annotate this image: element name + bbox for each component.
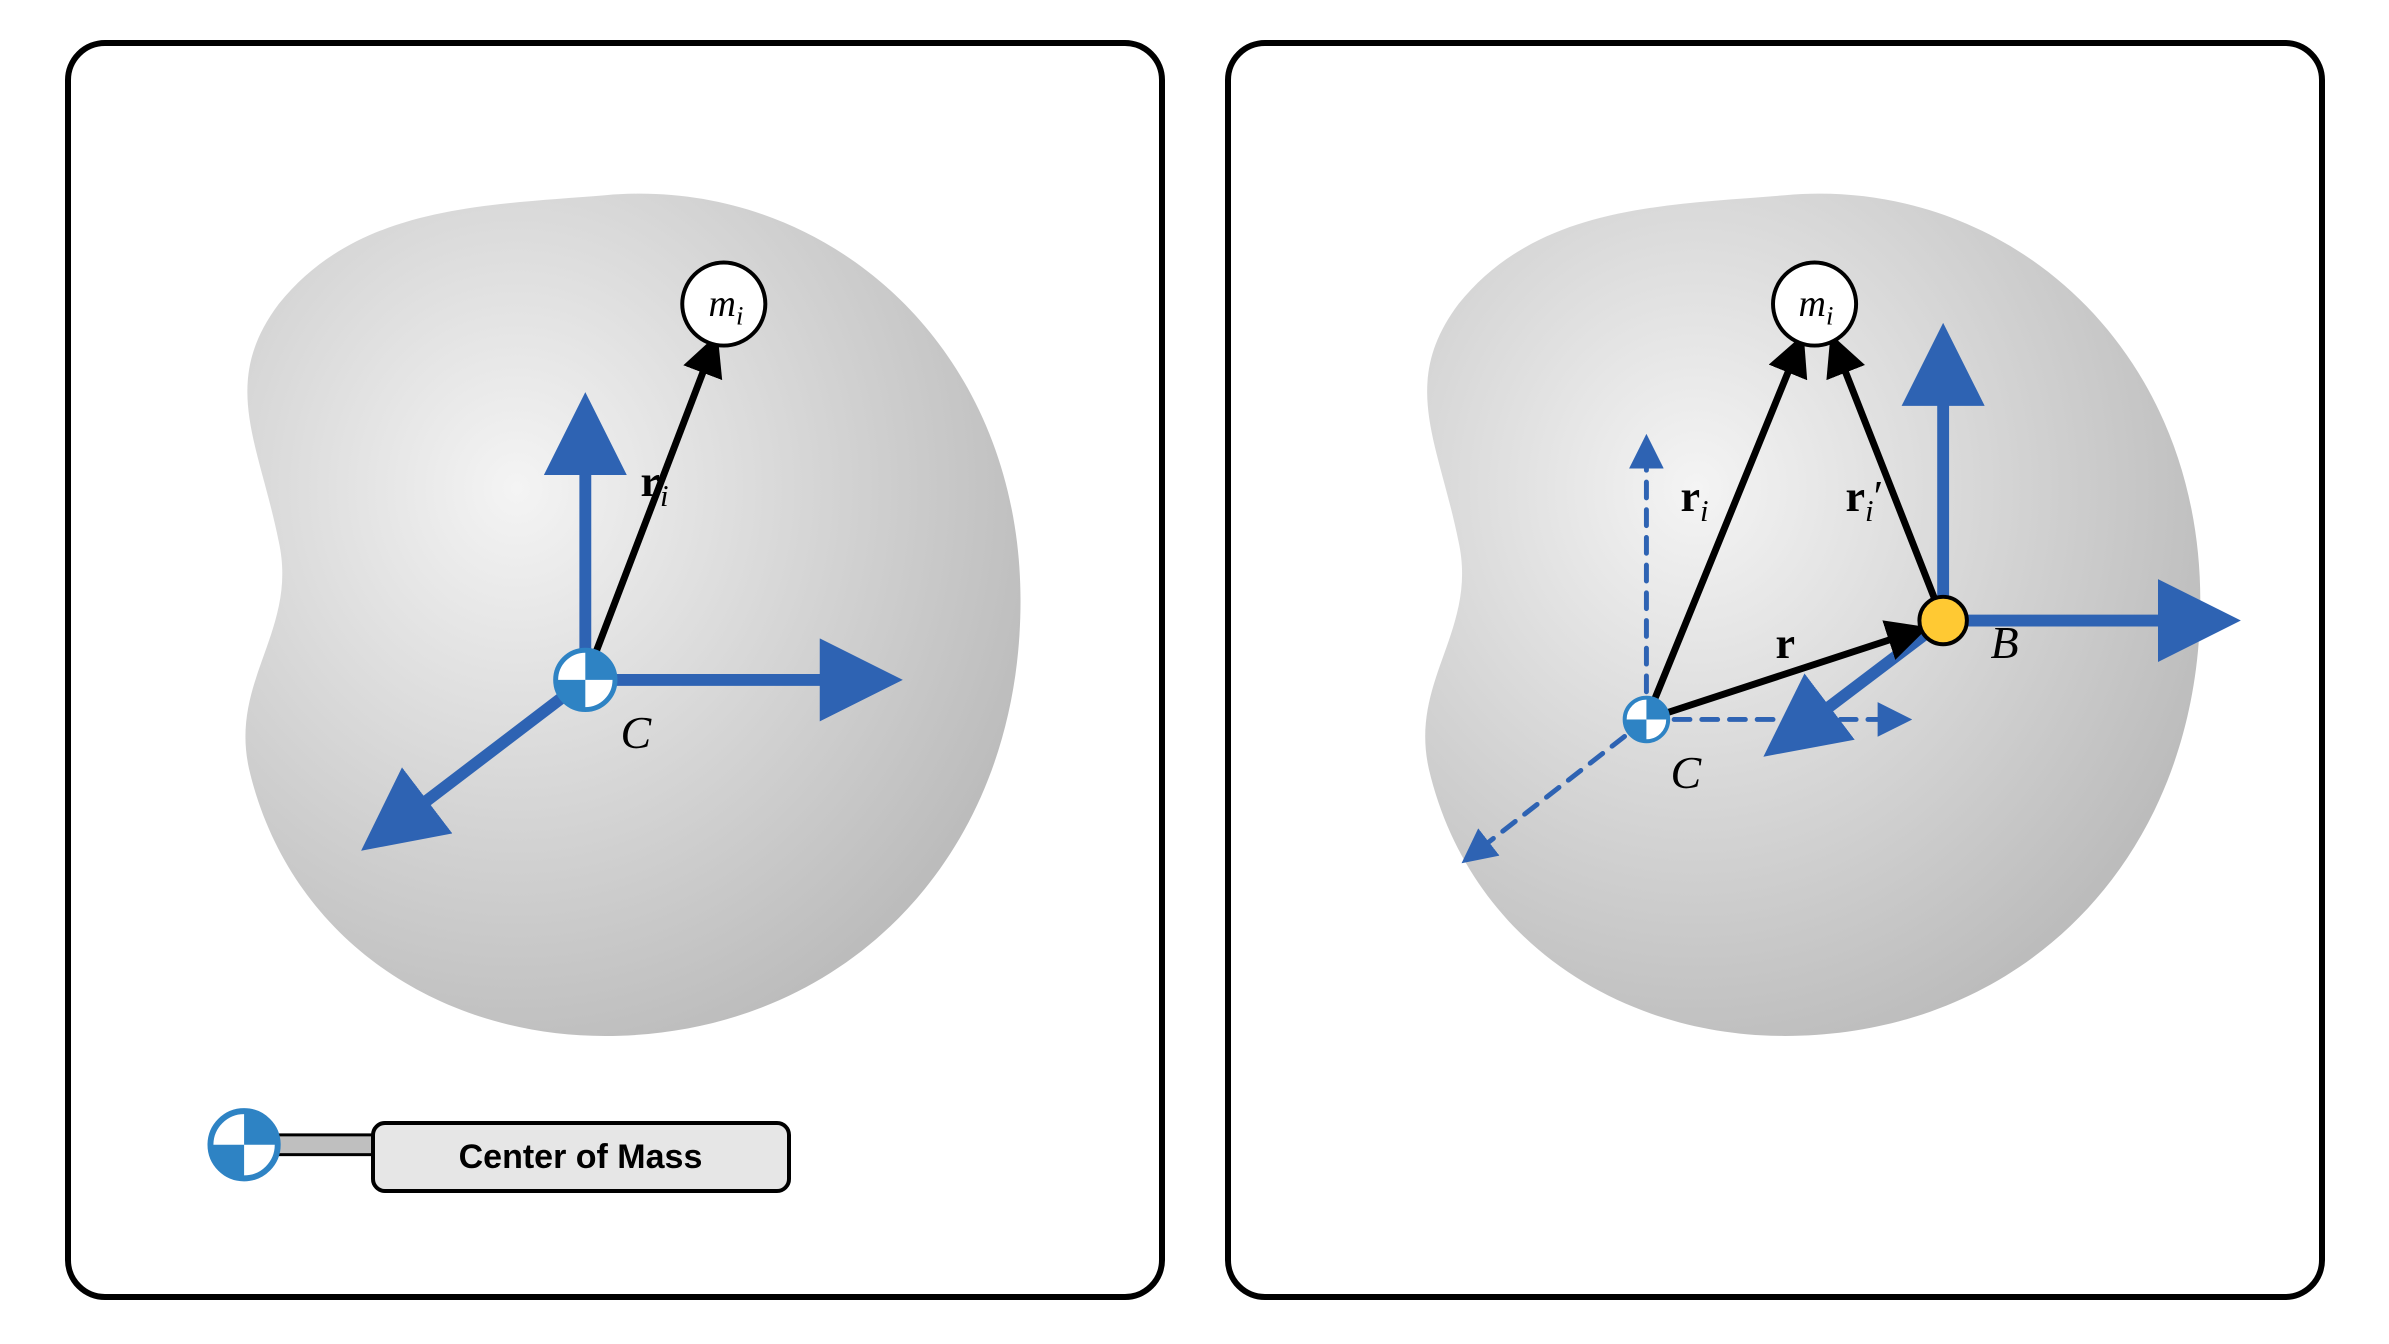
label-ri-prime: ri′	[1846, 471, 1884, 529]
label-C-right: C	[1671, 746, 1702, 799]
panel-right-svg	[1231, 46, 2319, 1294]
legend-com-icon	[210, 1111, 277, 1178]
label-mi-left: mi	[709, 282, 744, 332]
point-B-marker	[1919, 597, 1966, 644]
panel-left: mi ri C Center of Mass	[65, 40, 1165, 1300]
center-of-mass-C-icon-right	[1624, 698, 1668, 742]
legend-box: Center of Mass	[371, 1121, 791, 1193]
label-B: B	[1991, 616, 2019, 669]
rigid-body-blob	[245, 194, 1020, 1036]
legend-text: Center of Mass	[459, 1138, 703, 1177]
legend-connector-svg	[273, 1135, 372, 1155]
label-ri-right: ri	[1681, 471, 1709, 529]
label-C-left: C	[621, 706, 652, 759]
center-of-mass-C-icon	[555, 650, 614, 709]
diagram-container: mi ri C Center of Mass	[0, 0, 2389, 1344]
panel-right: mi ri ri′ r C B	[1225, 40, 2325, 1300]
label-r: r	[1776, 618, 1796, 669]
panel-left-svg	[71, 46, 1159, 1294]
label-mi-right: mi	[1799, 282, 1834, 332]
label-ri-left: ri	[641, 456, 669, 514]
